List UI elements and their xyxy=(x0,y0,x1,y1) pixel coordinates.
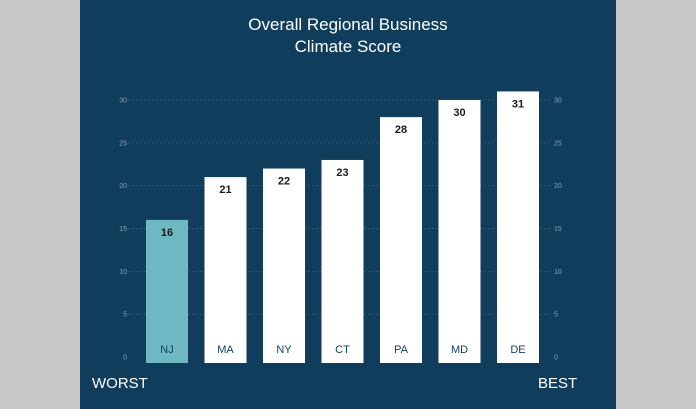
category-label: CT xyxy=(335,344,350,356)
chart-title-line-2: Climate Score xyxy=(294,37,402,56)
category-label: PA xyxy=(394,344,409,356)
y-tick-label-right: 25 xyxy=(554,140,562,147)
best-label: BEST xyxy=(538,375,578,392)
chart-title-line-1: Overall Regional Business xyxy=(248,15,448,34)
category-label: DE xyxy=(510,344,525,356)
category-label: NY xyxy=(276,344,292,356)
y-tick-label-left: 5 xyxy=(123,312,127,319)
value-label: 22 xyxy=(278,176,290,188)
bar-pa xyxy=(380,117,422,363)
chart-panel: Overall Regional Business Climate Score … xyxy=(80,0,616,409)
y-tick-label-left: 20 xyxy=(119,183,127,190)
bar-md xyxy=(438,100,481,363)
bar-nj xyxy=(146,219,188,363)
y-tick-label-right: 10 xyxy=(554,269,562,276)
y-tick-label-left: 10 xyxy=(119,269,127,276)
bar-chart: 0 0 5 5 10 10 15 15 20 20 25 25 30 30 16 NJ 21 MA 22 NY 23 CT… xyxy=(119,91,562,363)
y-tick-label-right: 20 xyxy=(554,183,562,190)
bar-ny xyxy=(263,168,305,363)
y-tick-label-right: 0 xyxy=(554,355,558,362)
value-label: 23 xyxy=(336,167,348,179)
value-label: 30 xyxy=(453,107,465,119)
y-tick-label-left: 25 xyxy=(119,140,127,147)
y-tick-label-right: 15 xyxy=(554,226,562,233)
value-label: 28 xyxy=(395,124,407,136)
category-label: MA xyxy=(217,344,234,356)
value-label: 31 xyxy=(512,98,524,110)
y-tick-label-left: 15 xyxy=(119,226,127,233)
value-label: 21 xyxy=(219,184,231,196)
chart-title: Overall Regional Business Climate Score xyxy=(80,14,616,58)
bar-ma xyxy=(204,177,247,363)
category-label: NJ xyxy=(160,344,173,356)
y-tick-label-left: 0 xyxy=(123,355,127,362)
value-label: 16 xyxy=(161,227,173,239)
bar-ct xyxy=(321,159,364,363)
y-tick-label-left: 30 xyxy=(119,98,127,105)
category-label: MD xyxy=(451,344,468,356)
bar-de xyxy=(497,91,539,363)
worst-label: WORST xyxy=(92,375,148,392)
y-tick-label-right: 30 xyxy=(554,98,562,105)
y-tick-label-right: 5 xyxy=(554,312,558,319)
